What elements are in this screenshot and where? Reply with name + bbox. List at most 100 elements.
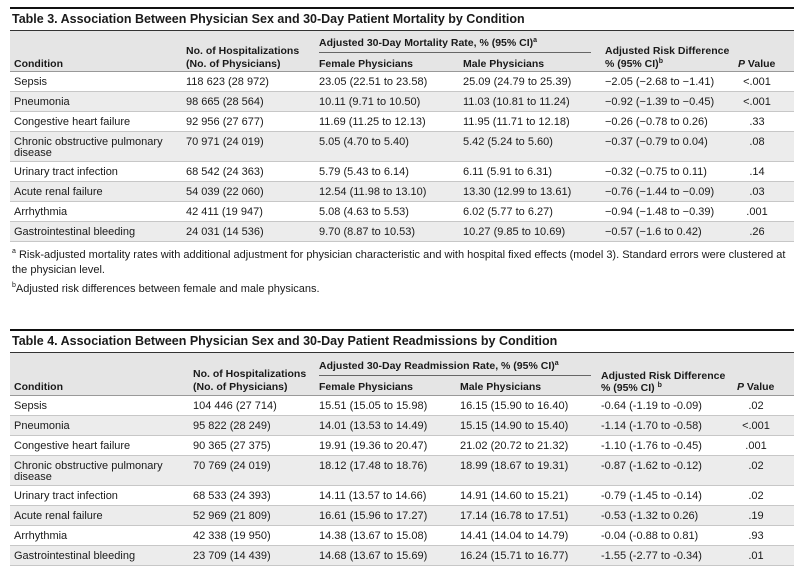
cell-risk-difference: −0.37 (−0.79 to 0.04) [605, 136, 708, 148]
col-hospitalizations-header-line1: No. of Hospitalizations [186, 45, 300, 57]
table-4: Table 4. Association Between Physician S… [10, 329, 794, 566]
col-diff-header-line2: % (95% CI)b [605, 58, 663, 70]
cell-hospitalizations: 95 822 (28 249) [193, 420, 271, 432]
cell-female-rate: 14.68 (13.67 to 15.69) [319, 550, 428, 562]
cell-hospitalizations: 23 709 (14 439) [193, 550, 271, 562]
rate-group-underline [319, 375, 591, 376]
cell-pvalue: .02 [748, 490, 764, 502]
col-pvalue-header: P Value [738, 58, 776, 70]
cell-risk-difference: −0.57 (−1.6 to 0.42) [605, 226, 702, 238]
table-4-header: Condition No. of Hospitalizations (No. o… [10, 353, 794, 396]
table-row: Acute renal failure 54 039 (22 060) 12.54 … [10, 182, 794, 202]
cell-pvalue: .19 [748, 510, 764, 522]
cell-condition: Pneumonia [14, 420, 70, 432]
cell-risk-difference: −0.32 (−0.75 to 0.11) [605, 166, 707, 178]
table-row: Sepsis 118 623 (28 972) 23.05 (22.51 to 23… [10, 72, 794, 92]
cell-risk-difference: −0.26 (−0.78 to 0.26) [605, 116, 708, 128]
cell-pvalue: .93 [748, 530, 764, 542]
cell-condition: Congestive heart failure [14, 116, 131, 128]
table-row: Congestive heart failure 92 956 (27 677) 1… [10, 112, 794, 132]
cell-condition: Arrhythmia [14, 206, 68, 218]
col-hospitalizations-header-line2: (No. of Physicians) [193, 381, 288, 393]
cell-condition-continued: disease [14, 147, 52, 159]
cell-hospitalizations: 90 365 (27 375) [193, 440, 271, 452]
cell-male-rate: 6.02 (5.77 to 6.27) [463, 206, 553, 218]
cell-female-rate: 9.70 (8.87 to 10.53) [319, 226, 416, 238]
cell-condition: Chronic obstructive pulmonary [14, 136, 163, 148]
cell-risk-difference: -1.55 (-2.77 to -0.34) [601, 550, 702, 562]
cell-pvalue: .01 [748, 550, 764, 562]
cell-hospitalizations: 52 969 (21 809) [193, 510, 271, 522]
table-row: Chronic obstructive pulmonary disease 70 9… [10, 132, 794, 162]
cell-condition: Urinary tract infection [14, 490, 118, 502]
table-row: Pneumonia 95 822 (28 249) 14.01 (13.53 to … [10, 416, 794, 436]
cell-male-rate: 17.14 (16.78 to 17.51) [460, 510, 569, 522]
cell-female-rate: 11.69 (11.25 to 12.13) [319, 116, 426, 128]
col-diff-header-line1: Adjusted Risk Difference [605, 45, 730, 57]
cell-hospitalizations: 24 031 (14 536) [186, 226, 264, 238]
cell-condition: Chronic obstructive pulmonary [14, 460, 163, 472]
cell-male-rate: 6.11 (5.91 to 6.31) [463, 166, 553, 178]
cell-male-rate: 13.30 (12.99 to 13.61) [463, 186, 572, 198]
cell-pvalue: .26 [749, 226, 765, 238]
cell-hospitalizations: 70 971 (24 019) [186, 136, 264, 148]
cell-hospitalizations: 104 446 (27 714) [193, 400, 277, 412]
cell-male-rate: 25.09 (24.79 to 25.39) [463, 76, 572, 88]
cell-risk-difference: −0.92 (−1.39 to −0.45) [605, 96, 715, 108]
cell-female-rate: 14.01 (13.53 to 14.49) [319, 420, 428, 432]
cell-hospitalizations: 98 665 (28 564) [186, 96, 264, 108]
cell-male-rate: 5.42 (5.24 to 5.60) [463, 136, 553, 148]
cell-female-rate: 5.05 (4.70 to 5.40) [319, 136, 409, 148]
cell-condition: Sepsis [14, 400, 48, 412]
cell-male-rate: 16.24 (15.71 to 16.77) [460, 550, 569, 562]
table-row: Gastrointestinal bleeding 23 709 (14 439)… [10, 546, 794, 566]
table-row: Urinary tract infection 68 542 (24 363) 5.… [10, 162, 794, 182]
cell-female-rate: 14.11 (13.57 to 14.66) [319, 490, 427, 502]
cell-pvalue: .08 [749, 136, 765, 148]
cell-condition-continued: disease [14, 471, 52, 483]
cell-pvalue: .02 [748, 460, 764, 472]
cell-female-rate: 16.61 (15.96 to 17.27) [319, 510, 428, 522]
cell-male-rate: 11.03 (10.81 to 11.24) [463, 96, 570, 108]
cell-male-rate: 16.15 (15.90 to 16.40) [460, 400, 569, 412]
cell-hospitalizations: 92 956 (27 677) [186, 116, 264, 128]
col-male-header: Male Physicians [463, 58, 545, 70]
cell-female-rate: 14.38 (13.67 to 15.08) [319, 530, 428, 542]
col-hospitalizations-header-line2: (No. of Physicians) [186, 58, 281, 70]
cell-pvalue: .001 [745, 440, 767, 452]
footnote-a: a Risk-adjusted mortality rates with add… [12, 248, 786, 276]
table-row: Acute renal failure 52 969 (21 809) 16.61 … [10, 506, 794, 526]
table-row: Gastrointestinal bleeding 24 031 (14 536)… [10, 222, 794, 242]
footnote-b: bAdjusted risk differences between femal… [12, 282, 320, 295]
cell-condition: Sepsis [14, 76, 48, 88]
cell-pvalue: .03 [749, 186, 765, 198]
rate-group-underline [319, 52, 591, 53]
cell-risk-difference: -0.64 (-1.19 to -0.09) [601, 400, 702, 412]
cell-male-rate: 14.41 (14.04 to 14.79) [460, 530, 569, 542]
table-row: Chronic obstructive pulmonary disease 70 7… [10, 456, 794, 486]
table-row: Sepsis 104 446 (27 714) 15.51 (15.05 to 15… [10, 396, 794, 416]
cell-female-rate: 19.91 (19.36 to 20.47) [319, 440, 428, 452]
cell-hospitalizations: 118 623 (28 972) [186, 76, 269, 88]
table-row: Arrhythmia 42 338 (19 950) 14.38 (13.67 to… [10, 526, 794, 546]
cell-pvalue: .33 [749, 116, 765, 128]
cell-condition: Congestive heart failure [14, 440, 131, 452]
cell-pvalue: .14 [749, 166, 765, 178]
cell-pvalue: .02 [748, 400, 764, 412]
col-female-header: Female Physicians [319, 58, 413, 70]
col-diff-header-line2: % (95% CI) b [601, 382, 662, 394]
cell-pvalue: <.001 [742, 420, 770, 432]
cell-female-rate: 5.79 (5.43 to 6.14) [319, 166, 409, 178]
cell-condition: Urinary tract infection [14, 166, 118, 178]
cell-hospitalizations: 42 411 (19 947) [186, 206, 263, 218]
cell-female-rate: 12.54 (11.98 to 13.10) [319, 186, 427, 198]
table-row: Arrhythmia 42 411 (19 947) 5.08 (4.63 to 5… [10, 202, 794, 222]
cell-condition: Gastrointestinal bleeding [14, 226, 136, 238]
table-4-body: Sepsis 104 446 (27 714) 15.51 (15.05 to 15… [10, 396, 794, 566]
cell-pvalue: <.001 [743, 96, 771, 108]
col-condition-header: Condition [14, 381, 63, 393]
cell-male-rate: 10.27 (9.85 to 10.69) [463, 226, 566, 238]
cell-risk-difference: -0.04 (-0.88 to 0.81) [601, 530, 699, 542]
cell-male-rate: 21.02 (20.72 to 21.32) [460, 440, 569, 452]
col-diff-header-line1: Adjusted Risk Difference [601, 370, 726, 382]
